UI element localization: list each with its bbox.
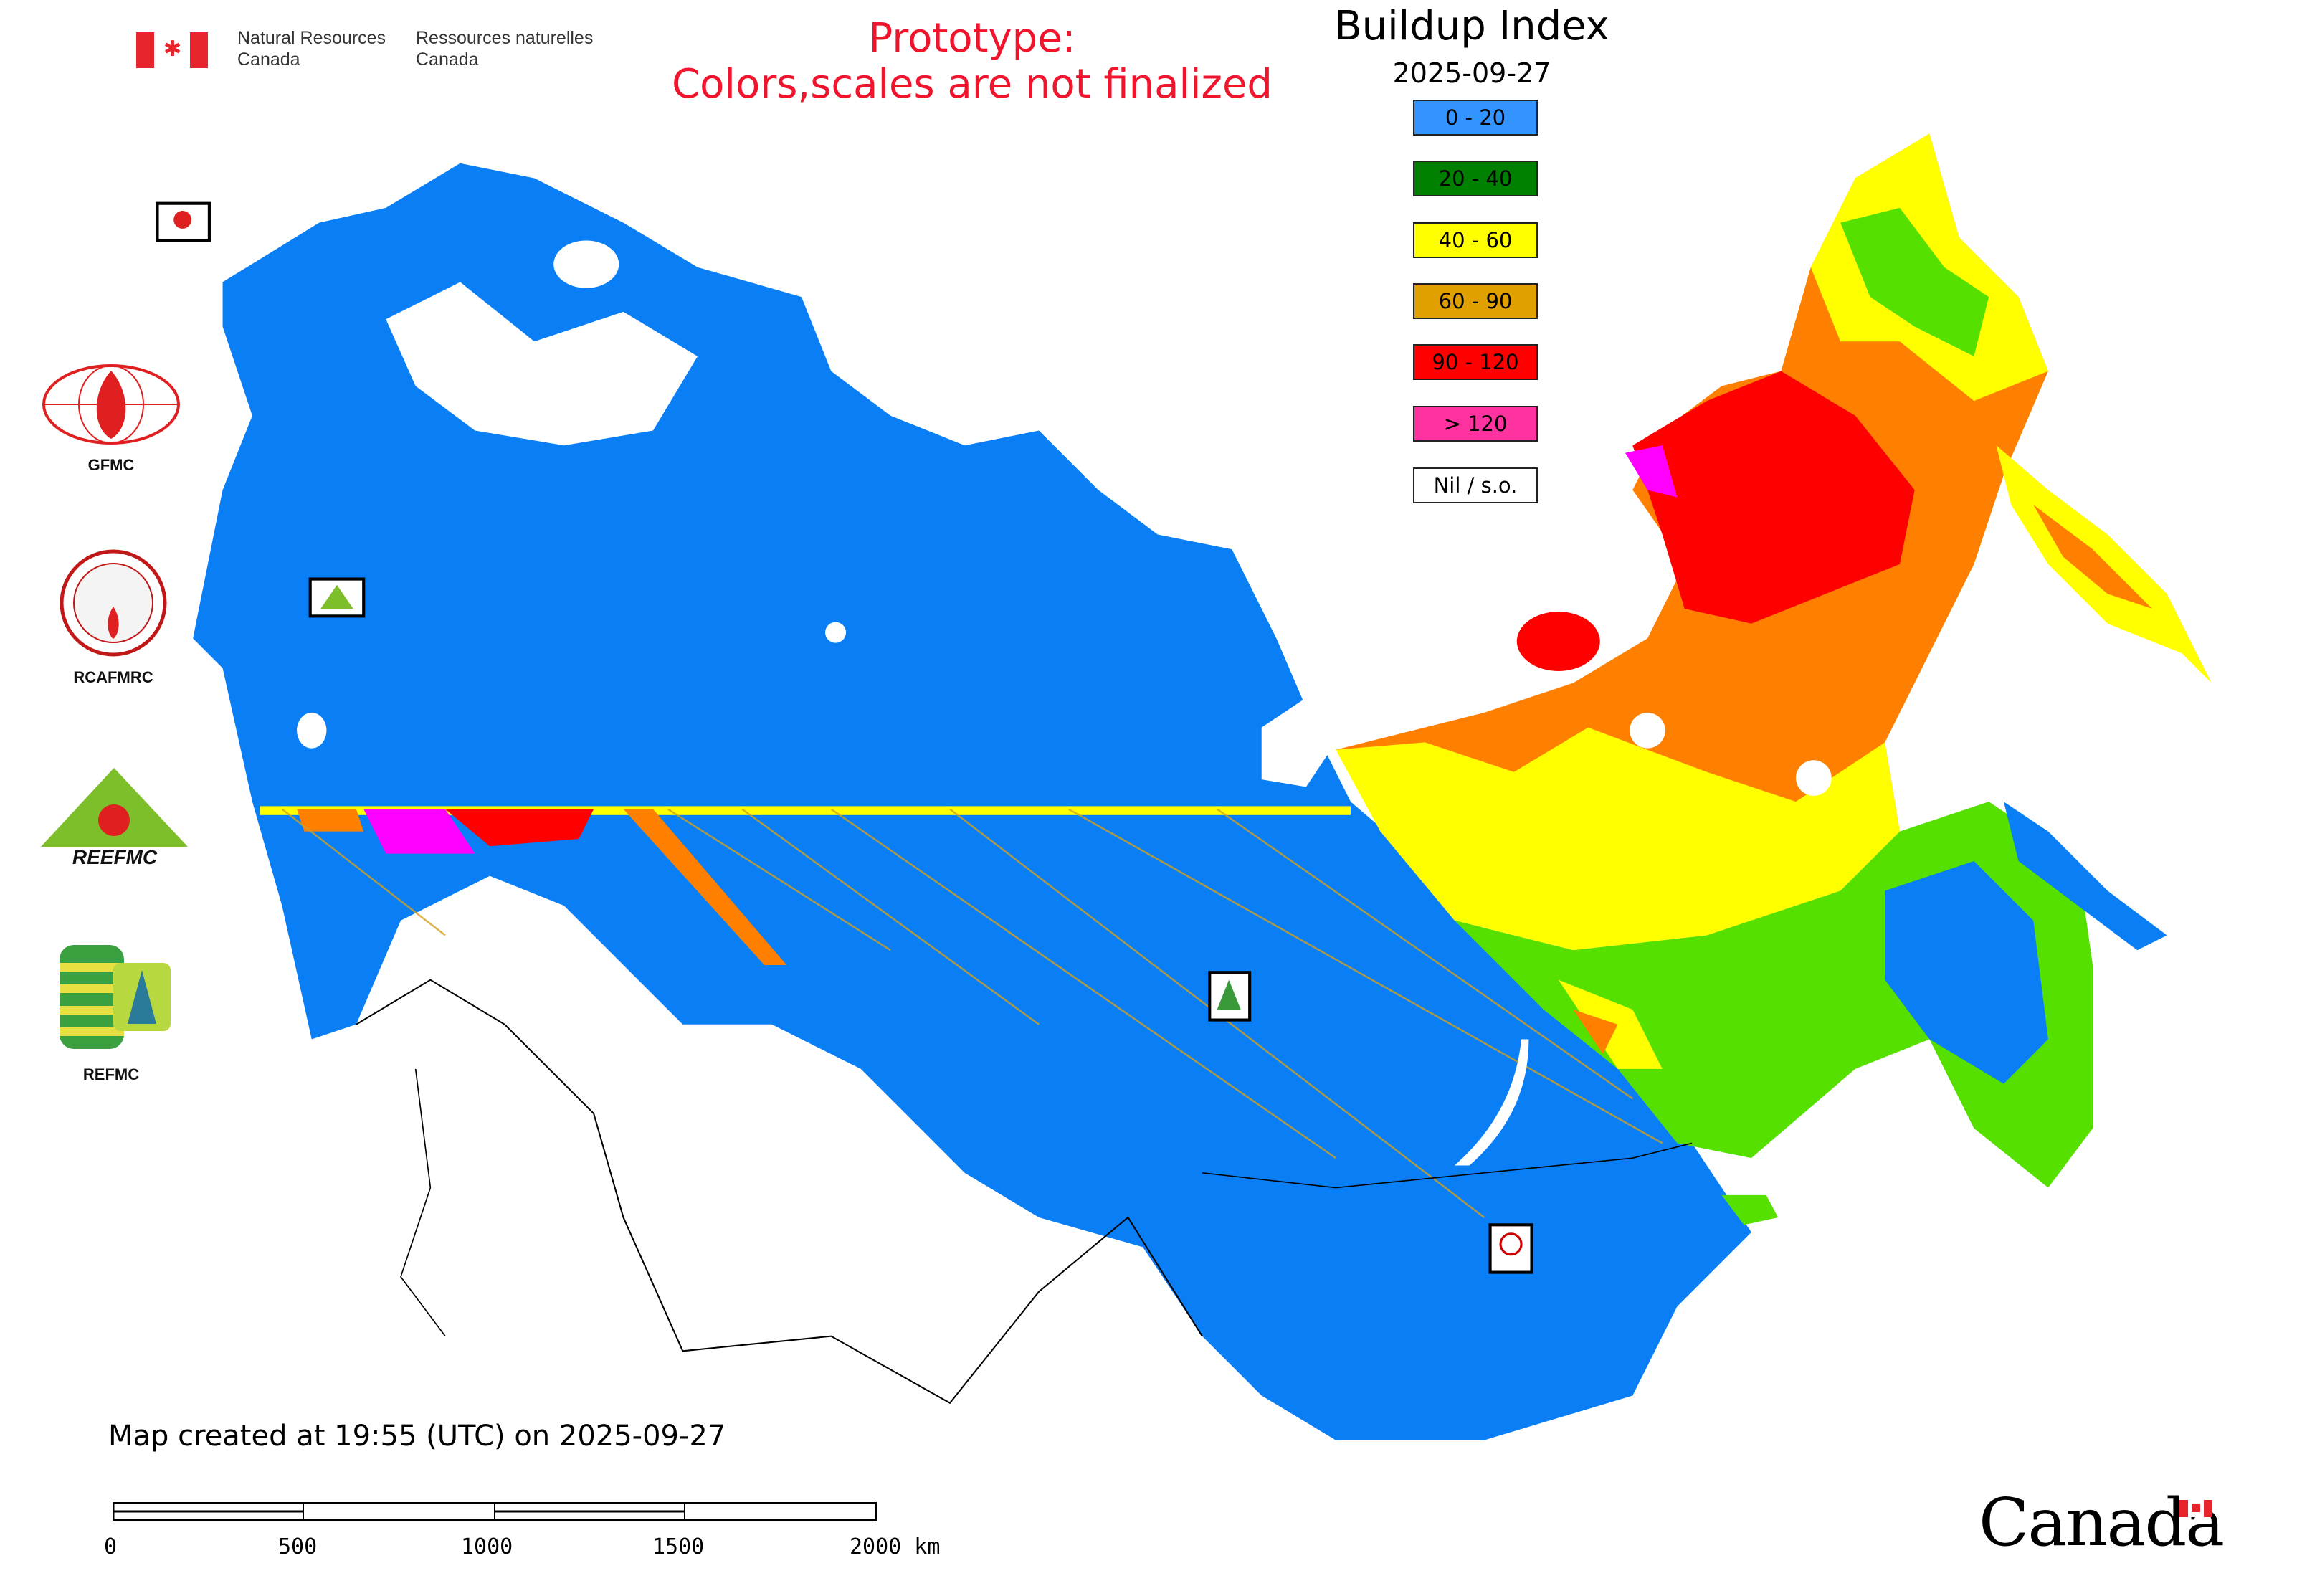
region-bui-0-20 <box>193 163 1751 1440</box>
refmc-label: REFMC <box>82 1065 140 1083</box>
region-bui-40-60 <box>1336 727 1900 951</box>
map-created-timestamp: Map created at 19:55 (UTC) on 2025-09-27 <box>108 1420 726 1453</box>
agency-name-fr: Ressources naturelles Canada <box>416 27 593 70</box>
region-bui-90-120 <box>1632 371 1915 624</box>
wordmark-flag-icon <box>2179 1500 2212 1517</box>
legend-item-40-60: 40 - 60 <box>1413 222 1538 258</box>
region-bui-90-120-patch <box>1516 612 1600 671</box>
gfmc-logo[interactable] <box>42 364 181 446</box>
refmc-logo[interactable] <box>60 945 171 1049</box>
scale-label-500: 500 <box>278 1534 318 1559</box>
legend-item-0-20: 0 - 20 <box>1413 100 1538 136</box>
reefmc-label: REEFMC <box>72 846 158 868</box>
scale-label-1000: 1000 <box>461 1534 513 1559</box>
scale-label-1500: 1500 <box>652 1534 705 1559</box>
legend-date: 2025-09-27 <box>1392 57 1551 89</box>
legend-item-20-40: 20 - 40 <box>1413 161 1538 196</box>
region-bui-over-120 <box>1625 445 1678 498</box>
scale-label-0: 0 <box>104 1534 118 1559</box>
scale-bar <box>112 1501 877 1521</box>
map-marker-rcafmrc[interactable] <box>1488 1223 1533 1274</box>
agency-fr-line2: Canada <box>416 49 479 70</box>
legend-item-over-120: > 120 <box>1413 406 1538 442</box>
legend-item-60-90: 60 - 90 <box>1413 283 1538 319</box>
rcafmrc-label: RCAFMRC <box>73 668 153 686</box>
legend-item-nil: Nil / s.o. <box>1413 467 1538 503</box>
agency-fr-line1: Ressources naturelles <box>416 28 594 48</box>
reefmc-logo[interactable] <box>37 764 191 865</box>
agency-name-en: Natural Resources Canada <box>237 27 386 70</box>
legend-title: Buildup Index <box>1334 3 1609 49</box>
prototype-notice-line2: Colors,scales are not finalized <box>672 61 1273 108</box>
canada-wordmark: Canada <box>1979 1484 2225 1561</box>
agency-en-line2: Canada <box>237 49 300 70</box>
canada-flag-icon: ✱ <box>136 32 208 68</box>
agency-en-line1: Natural Resources <box>237 28 386 48</box>
scale-label-2000-km: 2000 km <box>850 1534 941 1559</box>
gfmc-label: GFMC <box>87 456 135 474</box>
prototype-notice-line1: Prototype: <box>868 15 1076 62</box>
legend-item-90-120: 90 - 120 <box>1413 344 1538 380</box>
rcafmrc-logo[interactable] <box>60 549 167 657</box>
